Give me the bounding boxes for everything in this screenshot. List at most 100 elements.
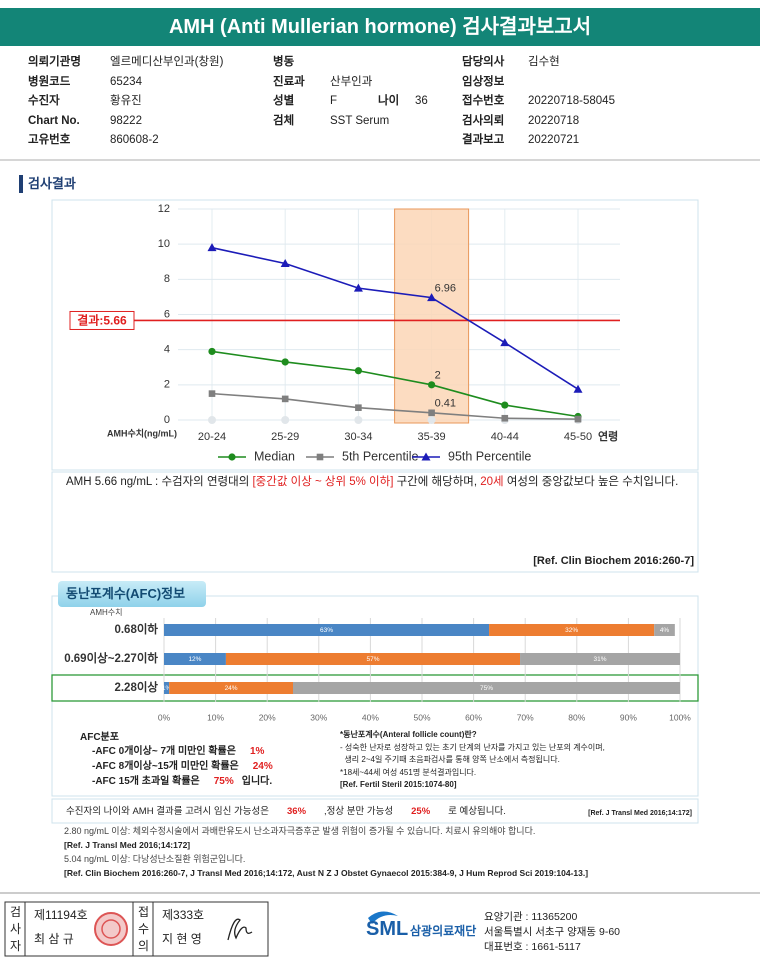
legend-label: 95th Percentile: [448, 449, 531, 463]
point: [501, 401, 509, 409]
report-title: AMH (Anti Mullerian hormone) 검사결과보고서: [168, 16, 592, 38]
afc-dist-text: -AFC 0개이상~ 7개 미만인 확률은: [92, 746, 236, 757]
probability: 수진자의 나이와 AMH 결과를 고려시 임신 가능성은 36% ,정상 분만 가능…: [66, 805, 506, 819]
legend-marker: [228, 453, 236, 461]
y-tick-label: 2: [164, 379, 170, 391]
point: [573, 384, 583, 393]
x-tick-label: 0%: [158, 712, 171, 722]
point: [501, 414, 509, 422]
afc-dist-row: -AFC 0개이상~ 7개 미만인 확률은 1%: [92, 745, 264, 759]
afc-dist-row: -AFC 8개이상~15개 미만인 확률은 24%: [92, 760, 273, 774]
afc-dist-value: 1%: [249, 746, 265, 757]
note-ref: [Ref. Clin Biochem 2016:260-7, J Transl …: [64, 868, 589, 878]
y-tick-label: 10: [158, 238, 170, 250]
info-label: 병동: [273, 56, 295, 68]
bar-value-label: 1%: [162, 685, 172, 692]
highlight-row: [51, 674, 699, 702]
info-value: 산부인과: [330, 75, 373, 88]
info-label: Chart No.: [28, 114, 80, 127]
info-label: 성별: [273, 95, 295, 107]
interpretation: AMH 5.66 ng/mL : 수검자의 연령대의 [중간값 이상 ~ 상위 …: [66, 474, 706, 491]
signature-box: [4, 901, 269, 957]
inspector-number: 제11194호: [34, 908, 88, 922]
text-part: 구간에 해당하며,: [393, 476, 481, 488]
x-axis-dot: [354, 416, 363, 424]
note-text: 2.80 ng/mL 이상: 체외수정시술에서 과배란유도시 난소과자극증후군 …: [64, 826, 536, 836]
x-tick-label: 40%: [362, 712, 379, 722]
receiver-role: 접수의: [138, 905, 150, 953]
category-label: 2.28이상: [114, 680, 158, 694]
reference: [Ref. Clin Biochem 2016:260-7]: [533, 555, 694, 567]
point: [281, 358, 289, 366]
inspector-name: 최 삼 규: [34, 932, 74, 946]
info-label: 검체: [273, 114, 295, 127]
series-line: [211, 350, 579, 418]
probability-ref: [Ref. J Transl Med 2016;14:172]: [588, 810, 692, 817]
text-part: 25%: [411, 806, 431, 817]
x-axis-label: 연령: [598, 429, 618, 443]
x-tick-label: 30%: [310, 712, 327, 722]
point: [281, 395, 289, 403]
text-part: ,정상 분만 가능성: [324, 806, 394, 817]
text-part: 로 예상됩니다.: [448, 806, 506, 817]
info-label: 수진자: [28, 95, 60, 107]
y-tick-label: 0: [164, 414, 170, 426]
text-part: 20세: [480, 476, 504, 488]
info-label: 임상정보: [462, 75, 505, 88]
point: [500, 338, 510, 347]
afc-note-line: *18세~44세 여성 451명 분석결과입니다.: [340, 767, 477, 777]
info-label: 나이: [378, 95, 400, 107]
series-line: [211, 246, 579, 390]
signature: [227, 918, 253, 941]
info-label: 접수번호: [462, 95, 505, 107]
afc-tag: [58, 581, 206, 607]
point: [280, 259, 290, 268]
text-part: AMH 5.66 ng/mL : 수검자의 연령대의: [66, 476, 253, 488]
x-tick-label: 100%: [669, 712, 691, 722]
info-value: 20220718-58045: [528, 95, 615, 107]
x-tick-label: 45-50: [564, 431, 592, 443]
info-value: 엘르메디산부인과(창원): [110, 56, 224, 68]
point: [208, 347, 216, 356]
info-value: 98222: [110, 114, 142, 127]
bar-value-label: 31%: [594, 656, 607, 663]
x-tick-label: 40-44: [491, 431, 519, 443]
afc-dist-text: -AFC 8개이상~15개 미만인 확률은: [92, 761, 239, 772]
value-label: 0.41: [435, 398, 456, 410]
point: [354, 367, 362, 375]
bar-value-label: 4%: [660, 627, 670, 634]
point: [428, 409, 435, 417]
org-name: 삼광의료재단: [410, 924, 477, 938]
afc-note-line: [Ref. Fertil Steril 2015:1074-80]: [340, 780, 457, 789]
x-axis-dot: [427, 416, 436, 424]
note-text: 5.04 ng/mL 이상: 다낭성난소질환 위험군입니다.: [64, 854, 246, 864]
info-label: 검사의뢰: [462, 114, 505, 127]
x-tick-label: 20-24: [198, 431, 226, 443]
bar-segment: [489, 624, 655, 636]
x-tick-label: 90%: [620, 712, 637, 722]
bar-segment: [654, 624, 675, 636]
afc-dist-text: -AFC 15개 초과일 확률은: [92, 776, 200, 787]
section-title: 검사결과: [28, 176, 76, 191]
bar-value-label: 75%: [480, 685, 493, 692]
bar-value-label: 24%: [225, 685, 238, 692]
text-part: [중간값 이상 ~ 상위 5% 이하]: [252, 476, 394, 488]
bar-segment: [169, 682, 293, 694]
point: [353, 283, 363, 292]
point: [208, 390, 216, 397]
text-panel: [51, 471, 699, 573]
legend-label: 5th Percentile: [342, 449, 418, 463]
text-part: 여성의 중앙값보다 높은 수치입니다.: [503, 476, 679, 488]
afc-dist-value: 75%: [213, 776, 234, 787]
receiver-name: 지 현 영: [162, 932, 202, 946]
info-label: 병원코드: [28, 75, 71, 88]
afc-title: 동난포계수(AFC)정보: [66, 586, 186, 601]
value-label: 6.96: [435, 283, 456, 295]
info-value: 36: [415, 95, 428, 107]
x-axis-dot: [281, 416, 290, 424]
chart-panel: [51, 199, 699, 471]
y-tick-label: 12: [158, 203, 170, 215]
info-label: 결과보고: [462, 134, 505, 146]
info-label: 의뢰기관명: [28, 56, 81, 68]
